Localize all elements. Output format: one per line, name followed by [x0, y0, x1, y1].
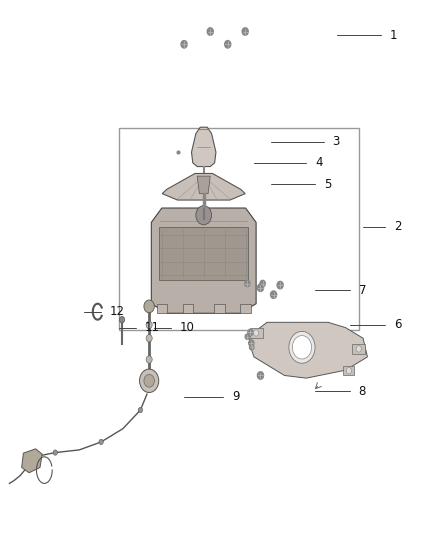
Text: 2: 2: [394, 220, 401, 233]
Text: 9: 9: [232, 390, 240, 403]
Bar: [159, 227, 248, 280]
Bar: [156, 304, 167, 313]
Circle shape: [245, 334, 250, 340]
Circle shape: [356, 346, 361, 352]
Text: 5: 5: [324, 177, 331, 191]
Circle shape: [249, 340, 254, 346]
Bar: [240, 304, 251, 313]
Circle shape: [271, 291, 277, 298]
Text: 11: 11: [145, 321, 160, 334]
Text: 8: 8: [359, 385, 366, 398]
Circle shape: [120, 317, 125, 323]
Polygon shape: [250, 322, 367, 378]
Text: 10: 10: [180, 321, 194, 334]
Text: 7: 7: [359, 284, 366, 297]
Text: 4: 4: [315, 156, 322, 169]
Circle shape: [254, 330, 259, 336]
Circle shape: [144, 300, 154, 313]
Polygon shape: [21, 449, 42, 473]
Circle shape: [260, 280, 265, 287]
Polygon shape: [162, 173, 245, 200]
Bar: [250, 328, 263, 338]
Bar: [214, 304, 225, 313]
Text: 6: 6: [394, 319, 401, 332]
Circle shape: [250, 345, 254, 350]
Circle shape: [146, 335, 152, 342]
Circle shape: [292, 336, 311, 359]
Circle shape: [146, 321, 152, 329]
Circle shape: [258, 372, 264, 379]
Circle shape: [144, 374, 154, 387]
Bar: [352, 344, 365, 354]
Circle shape: [99, 439, 103, 445]
Circle shape: [289, 332, 315, 364]
Polygon shape: [197, 176, 210, 193]
Circle shape: [277, 281, 283, 289]
Circle shape: [346, 368, 352, 374]
Polygon shape: [191, 127, 216, 166]
Circle shape: [248, 329, 253, 336]
Circle shape: [181, 41, 187, 48]
Text: 3: 3: [332, 135, 340, 148]
Bar: [343, 366, 354, 375]
Polygon shape: [151, 208, 256, 313]
Bar: [183, 304, 193, 313]
Circle shape: [245, 280, 250, 287]
Circle shape: [242, 28, 248, 35]
Circle shape: [53, 450, 57, 455]
Circle shape: [146, 356, 152, 364]
Circle shape: [258, 284, 264, 292]
Text: 12: 12: [110, 305, 125, 318]
Circle shape: [225, 41, 231, 48]
Circle shape: [138, 407, 143, 413]
Circle shape: [140, 369, 159, 392]
Bar: [119, 128, 359, 330]
Circle shape: [196, 206, 212, 225]
Circle shape: [207, 28, 213, 35]
Text: 1: 1: [389, 29, 397, 42]
